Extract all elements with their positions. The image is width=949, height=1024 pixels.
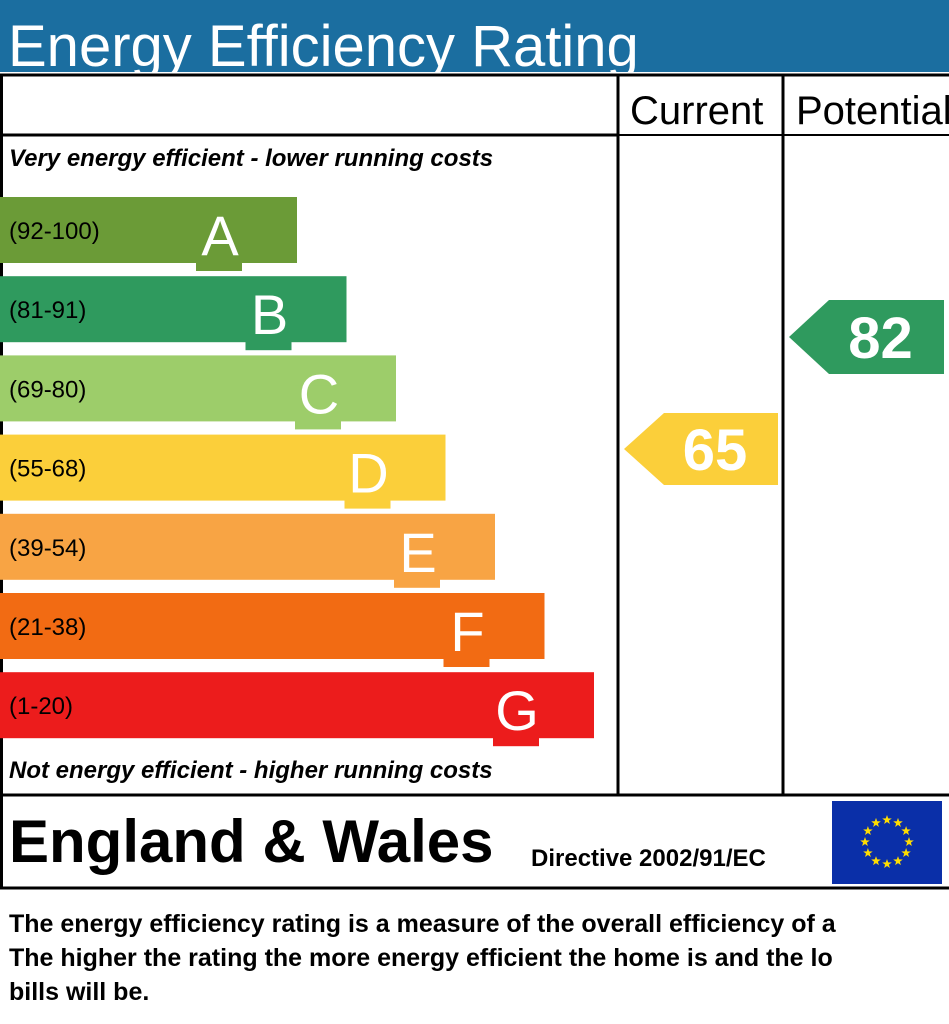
description: The energy efficiency rating is a measur… <box>9 910 837 1006</box>
band-letter: C <box>299 362 339 425</box>
current-header: Current <box>630 89 763 133</box>
eu-star <box>860 837 870 846</box>
eu-star <box>882 859 892 868</box>
eu-star <box>901 826 911 835</box>
potential-score: 82 <box>848 306 913 371</box>
band-range: (92-100) <box>9 218 100 245</box>
band-range: (1-20) <box>9 693 73 720</box>
letter-box <box>394 543 440 588</box>
eu-star <box>882 815 892 824</box>
band-bar <box>0 197 297 263</box>
letter-box <box>295 385 341 430</box>
letter-box <box>344 464 391 509</box>
title-band <box>0 0 949 72</box>
top-note: Very energy efficient - lower running co… <box>9 145 493 172</box>
band-letter: D <box>348 442 388 505</box>
eu-star <box>871 817 881 827</box>
band-range: (69-80) <box>9 376 86 403</box>
description-line: bills will be. <box>9 978 149 1006</box>
letter-box <box>245 306 292 351</box>
band-letter: F <box>450 600 484 663</box>
band-range: (21-38) <box>9 614 86 641</box>
eu-star <box>871 856 881 866</box>
bottom-note: Not energy efficient - higher running co… <box>9 757 493 784</box>
eu-star <box>863 826 873 835</box>
bands: (92-100) A (81-91) B (69-80) C (55-68) D (39-54)… <box>0 197 594 747</box>
band-range: (81-91) <box>9 297 86 324</box>
letter-box <box>493 702 539 747</box>
band-range: (39-54) <box>9 535 86 562</box>
letter-box <box>196 227 242 271</box>
description-line: The higher the rating the more energy ef… <box>9 944 833 972</box>
current-score: 65 <box>683 418 748 483</box>
band-range: (55-68) <box>9 456 86 483</box>
title: Energy Efficiency Rating <box>8 14 639 79</box>
directive: Directive 2002/91/EC <box>531 845 766 872</box>
band-letter: B <box>251 283 288 346</box>
rating-arrows: 65 82 <box>624 300 944 485</box>
band-letter: A <box>201 204 239 267</box>
eu-star <box>901 848 911 857</box>
potential-arrow <box>789 300 944 374</box>
eu-flag <box>832 801 942 884</box>
band-letter: E <box>399 521 436 584</box>
eu-star <box>893 817 903 827</box>
current-arrow <box>624 413 778 485</box>
letter-box <box>443 623 490 667</box>
region: England & Wales <box>9 808 494 875</box>
eu-star <box>863 848 873 857</box>
eu-star <box>904 837 914 846</box>
eu-star <box>893 856 903 866</box>
band-letter: G <box>495 679 539 742</box>
description-line: The energy efficiency rating is a measur… <box>9 910 837 938</box>
potential-header: Potential <box>796 89 949 133</box>
